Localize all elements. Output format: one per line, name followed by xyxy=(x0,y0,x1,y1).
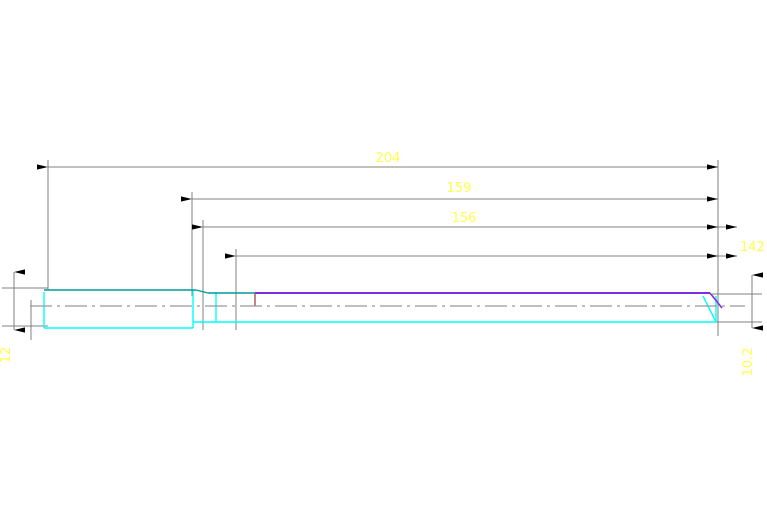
dimension-label-204: 204 xyxy=(376,151,401,166)
extra-arrowheads xyxy=(707,224,718,259)
right-chamfer-upper xyxy=(709,292,723,309)
dimension-texts: 204 159 156 142 12 10.2 xyxy=(0,151,765,376)
dimension-label-right-diameter: 10.2 xyxy=(741,348,756,377)
right-chamfer-lower xyxy=(702,295,717,323)
arrowhead-156-right xyxy=(707,224,718,230)
vertical-dimension-lines xyxy=(13,269,763,333)
dimension-label-142: 142 xyxy=(740,240,765,255)
part-outline-lower xyxy=(43,290,717,329)
dimension-label-left-diameter: 12 xyxy=(0,347,14,364)
dimension-label-156: 156 xyxy=(452,211,477,226)
dimension-label-159: 159 xyxy=(447,181,472,196)
upper-taper xyxy=(195,289,209,294)
horizontal-dimension-lines xyxy=(37,164,737,259)
extension-lines xyxy=(2,160,762,340)
part-outline-upper xyxy=(44,289,723,309)
arrowhead-142-right xyxy=(707,253,718,259)
